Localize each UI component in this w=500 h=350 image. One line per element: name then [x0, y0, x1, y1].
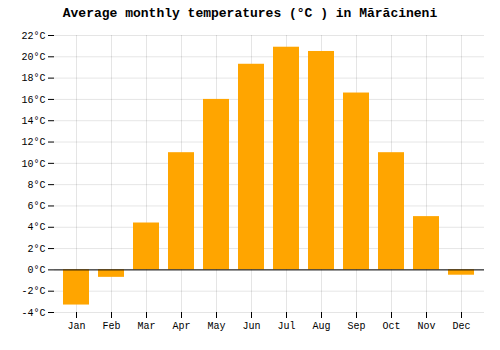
svg-text:Dec: Dec	[452, 321, 470, 332]
svg-text:Nov: Nov	[417, 321, 435, 332]
svg-text:12°C: 12°C	[21, 137, 45, 148]
svg-text:-4°C: -4°C	[21, 308, 45, 319]
svg-text:-2°C: -2°C	[21, 286, 45, 297]
html-text:Average monthly temperatures (: Average monthly temperatures (°C ) in Mă…	[62, 6, 438, 21]
svg-text:6°C: 6°C	[27, 201, 45, 212]
svg-text:Feb: Feb	[102, 321, 120, 332]
svg-text:18°C: 18°C	[21, 73, 45, 84]
svg-text:2°C: 2°C	[27, 244, 45, 255]
svg-text:8°C: 8°C	[27, 180, 45, 191]
svg-text:0°C: 0°C	[27, 265, 45, 276]
svg-text:Aug: Aug	[312, 321, 330, 332]
svg-text:Jun: Jun	[242, 321, 260, 332]
svg-text:20°C: 20°C	[21, 52, 45, 63]
svg-text:16°C: 16°C	[21, 95, 45, 106]
svg-text:Sep: Sep	[347, 321, 365, 332]
svg-text:May: May	[207, 321, 225, 332]
svg-text:Jan: Jan	[67, 321, 85, 332]
svg-text:4°C: 4°C	[27, 222, 45, 233]
svg-text:22°C: 22°C	[21, 31, 45, 42]
svg-text:10°C: 10°C	[21, 159, 45, 170]
svg-text:Oct: Oct	[382, 321, 400, 332]
svg-text:Jul: Jul	[277, 321, 295, 332]
svg-text:Apr: Apr	[172, 321, 190, 332]
svg-text:Mar: Mar	[137, 321, 155, 332]
svg-text:14°C: 14°C	[21, 116, 45, 127]
